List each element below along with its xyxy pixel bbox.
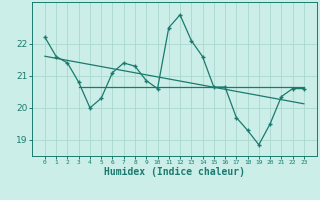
X-axis label: Humidex (Indice chaleur): Humidex (Indice chaleur) — [104, 167, 245, 177]
